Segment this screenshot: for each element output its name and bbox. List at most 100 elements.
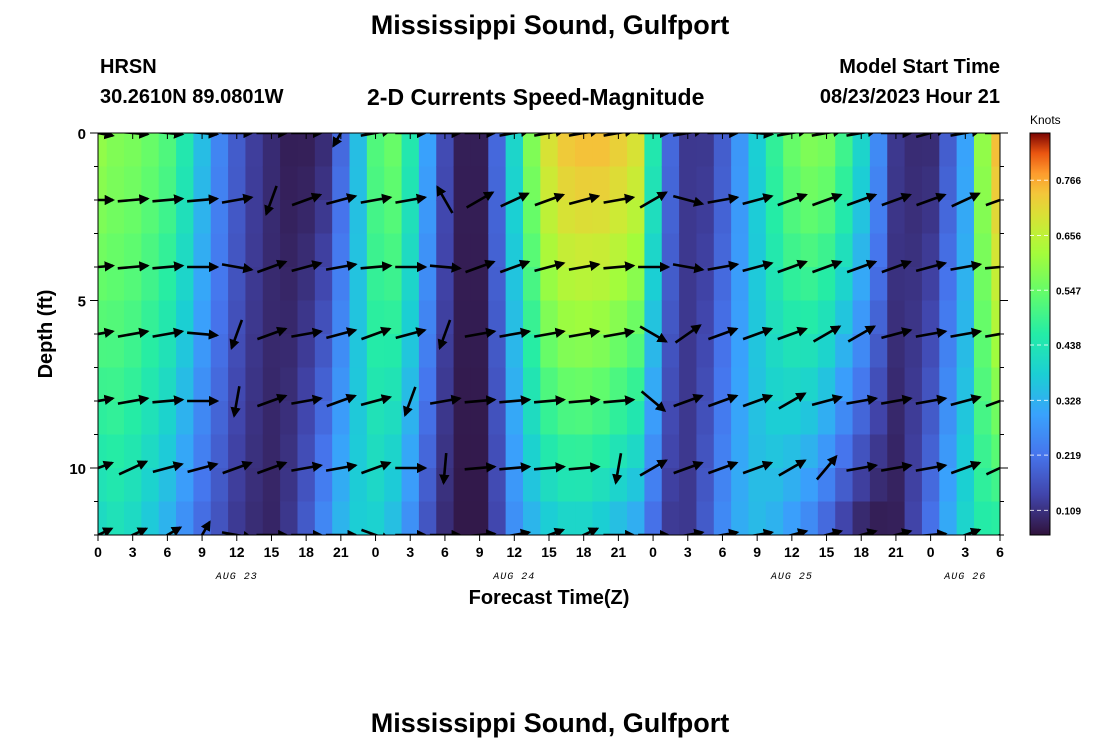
heatmap-cell <box>661 501 680 535</box>
current-vector <box>881 327 913 340</box>
current-vector <box>117 327 150 338</box>
colorbar-tick-label: 0.656 <box>1056 232 1081 243</box>
current-vector <box>533 395 567 406</box>
heatmap-cell <box>176 367 195 402</box>
heatmap-cell <box>141 501 160 535</box>
heatmap-cell <box>852 133 871 168</box>
heatmap-cell <box>869 367 888 402</box>
heatmap-cell <box>418 200 437 235</box>
heatmap-cell <box>453 468 472 503</box>
heatmap-cell <box>193 501 212 535</box>
heatmap-cell <box>765 267 784 302</box>
heatmap-cell <box>748 300 767 335</box>
heatmap-cell <box>228 267 247 302</box>
heatmap-cell <box>280 233 299 268</box>
x-tick-label: 3 <box>406 544 414 560</box>
heatmap-cell <box>98 267 108 302</box>
heatmap-cell <box>731 133 750 168</box>
heatmap-cell <box>228 334 247 369</box>
heatmap-cell <box>401 334 420 369</box>
colorbar-tick-label: 0.766 <box>1056 176 1081 187</box>
heatmap-cell <box>956 133 975 168</box>
heatmap-cell <box>644 468 663 503</box>
heatmap-cell <box>141 233 160 268</box>
heatmap-cell <box>349 334 368 369</box>
heatmap-cell <box>453 133 472 168</box>
current-vector <box>880 394 913 405</box>
heatmap-cell <box>141 367 160 402</box>
current-vector <box>395 193 428 204</box>
heatmap-cell <box>505 434 524 469</box>
current-vector <box>846 133 879 137</box>
heatmap-cell <box>540 401 559 436</box>
current-vector <box>961 527 982 535</box>
heatmap-cell <box>852 334 871 369</box>
heatmap-cell <box>661 300 680 335</box>
heatmap-cell <box>297 401 316 436</box>
y-tick-label: 0 <box>78 126 86 143</box>
heatmap-cell <box>904 267 923 302</box>
heatmap-cell <box>939 434 958 469</box>
current-vector <box>360 261 393 272</box>
heatmap-cell <box>522 166 541 201</box>
heatmap-cell <box>505 468 524 503</box>
heatmap-cell <box>939 401 958 436</box>
model-start-label: Model Start Time <box>839 56 1000 78</box>
heatmap-cell <box>176 133 195 168</box>
heatmap-cell <box>314 166 333 201</box>
heatmap-cell <box>627 133 646 168</box>
heatmap-cell <box>297 367 316 402</box>
heatmap-cell <box>436 200 455 235</box>
heatmap-cell <box>158 401 177 436</box>
heatmap-cell <box>98 434 108 469</box>
heatmap-cell <box>679 200 698 235</box>
heatmap-cell <box>731 166 750 201</box>
current-vector <box>916 192 947 207</box>
heatmap-cell <box>627 200 646 235</box>
current-vector <box>985 466 1000 476</box>
heatmap-cell <box>609 200 628 235</box>
current-vector <box>915 394 948 405</box>
colorbar-scale <box>1029 132 1051 536</box>
heatmap-cell <box>505 401 524 436</box>
current-vector <box>429 394 462 405</box>
colorbar-tick-label: 0.547 <box>1056 286 1081 297</box>
heatmap-cell <box>349 434 368 469</box>
heatmap-cell <box>592 166 611 201</box>
heatmap-cell <box>661 267 680 302</box>
colorbar-tick-label: 0.438 <box>1056 341 1081 352</box>
heatmap-cell <box>835 367 854 402</box>
heatmap-cell <box>262 267 281 302</box>
heatmap-cell <box>904 133 923 168</box>
current-vector <box>152 461 184 474</box>
heatmap-cell <box>384 300 403 335</box>
current-vector <box>673 460 704 475</box>
heatmap-cell <box>713 468 732 503</box>
heatmap-cell <box>713 367 732 402</box>
heatmap-cell <box>661 434 680 469</box>
heatmap-cell <box>679 334 698 369</box>
heatmap-cell <box>245 166 264 201</box>
heatmap-cell <box>193 401 212 436</box>
x-tick-label: 0 <box>372 544 380 560</box>
y-axis: 0 5 10 <box>69 126 1008 536</box>
heatmap-cell <box>366 233 385 268</box>
heatmap-cell <box>713 133 732 168</box>
heatmap-cell <box>505 200 524 235</box>
current-vector <box>291 260 323 273</box>
heatmap-cell <box>210 401 229 436</box>
heatmap-cell <box>245 133 264 168</box>
heatmap-cell <box>592 401 611 436</box>
heatmap-cell <box>540 367 559 402</box>
current-vector <box>429 262 462 273</box>
heatmap-cell <box>991 233 1000 268</box>
current-vector <box>811 192 843 207</box>
current-vector <box>152 133 185 139</box>
current-vector <box>707 260 740 271</box>
heatmap-cell <box>921 434 940 469</box>
heatmap-cell <box>783 401 802 436</box>
heatmap-cell <box>436 434 455 469</box>
current-vector <box>291 192 323 207</box>
heatmap-cell <box>748 267 767 302</box>
heatmap-cell <box>973 401 992 436</box>
